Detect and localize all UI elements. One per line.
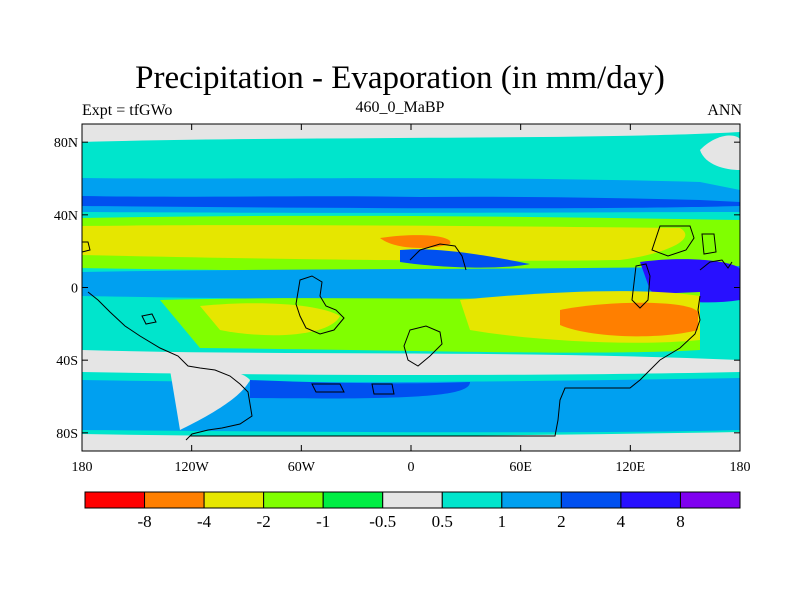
field-north-wet-core	[82, 196, 740, 209]
colorbar-swatch	[679, 491, 741, 509]
season-label: ANN	[707, 102, 742, 119]
colorbar-swatch	[322, 491, 384, 509]
lon-tick-label: 60E	[509, 460, 532, 475]
colorbar-swatch	[441, 491, 503, 509]
field-west-pacific-wet	[640, 259, 740, 303]
field-equator-core	[400, 249, 530, 268]
outline-continent-southwest	[87, 291, 253, 441]
colorbar-swatch	[620, 491, 681, 509]
lat-tick-label: 80S	[56, 427, 78, 442]
longitude-axis: 180 120W 60W 0 60E 120E 180	[72, 124, 751, 475]
colorbar-label: -0.5	[369, 512, 396, 531]
colorbar-label: 2	[557, 512, 566, 531]
outline-island-central	[295, 275, 345, 335]
outline-island-small-2	[311, 383, 345, 393]
map-field	[82, 124, 740, 451]
field-south-dry-core-west	[200, 303, 340, 336]
colorbar-swatch	[263, 491, 324, 509]
colorbar-swatch	[84, 491, 146, 509]
colorbar-swatch	[560, 491, 622, 509]
field-west-continent	[170, 368, 250, 430]
field-antarctic-grey	[82, 432, 740, 451]
outline-island-east	[631, 263, 651, 309]
outline-continent-east	[699, 259, 733, 271]
colorbar-label: -8	[137, 512, 151, 531]
colorbar-label: 1	[498, 512, 507, 531]
latitude-axis: 80N 40N 0 40S 80S	[54, 136, 740, 442]
lat-tick-label: 80N	[54, 136, 78, 151]
colorbar-swatch	[144, 491, 205, 509]
lat-tick-label: 0	[71, 282, 78, 297]
period-label: 460_0_MaBP	[355, 99, 445, 116]
chart-title: Precipitation - Evaporation (in mm/day)	[135, 60, 665, 96]
continent-outlines	[81, 225, 733, 441]
colorbar-label: 4	[617, 512, 626, 531]
field-arctic-grey	[82, 124, 740, 142]
outline-island-south-central	[403, 325, 443, 367]
lon-tick-label: 180	[72, 460, 93, 475]
field-north-dry-core	[82, 225, 686, 261]
colorbar-label: -1	[316, 512, 330, 531]
colorbar-swatch	[501, 491, 562, 509]
field-south-grey	[82, 350, 740, 375]
field-southern-ocean-wet	[82, 378, 740, 433]
field-north-dry-max	[380, 235, 451, 248]
lat-tick-label: 40N	[54, 209, 78, 224]
colorbar-swatch	[203, 491, 265, 509]
colorbar: -8 -4 -2 -1 -0.5 0.5 1 2 4 8	[84, 491, 741, 531]
lon-tick-label: 120W	[175, 460, 210, 475]
outline-island-west-1	[81, 241, 91, 253]
outline-island-small-1	[701, 233, 717, 255]
lat-tick-label: 40S	[56, 354, 78, 369]
colorbar-swatch	[382, 491, 443, 509]
outline-island-northeast	[651, 225, 695, 257]
colorbar-label: 0.5	[432, 512, 453, 531]
colorbar-label: -4	[197, 512, 212, 531]
outline-island-small-4	[141, 313, 157, 325]
field-arctic-grey-east	[700, 135, 740, 170]
outline-island-small-3	[371, 383, 395, 395]
colorbar-label: -2	[257, 512, 271, 531]
field-southern-ocean-core	[250, 380, 470, 399]
lon-tick-label: 180	[730, 460, 751, 475]
outline-continent-north-equatorial	[409, 243, 467, 271]
lon-tick-label: 60W	[288, 460, 316, 475]
field-south-dry-max	[560, 302, 698, 337]
outline-continent-south	[190, 295, 701, 437]
experiment-label: Expt = tfGWo	[82, 102, 173, 119]
lon-tick-label: 120E	[616, 460, 646, 475]
colorbar-label: 8	[676, 512, 685, 531]
lon-tick-label: 0	[408, 460, 415, 475]
